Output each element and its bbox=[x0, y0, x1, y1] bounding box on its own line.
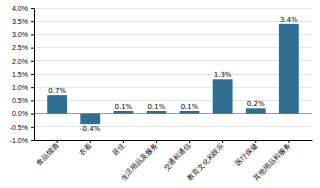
y-tick-mark bbox=[31, 100, 34, 101]
y-tick-mark bbox=[31, 8, 34, 9]
y-tick-mark bbox=[31, 21, 34, 22]
y-tick-label: 0.5% bbox=[12, 97, 28, 104]
y-tick: 3.0% bbox=[12, 31, 34, 38]
y-tick-label: 2.0% bbox=[12, 58, 28, 65]
grid bbox=[34, 8, 312, 140]
x-tick-mark bbox=[90, 140, 91, 143]
data-label: 3.4% bbox=[280, 16, 298, 24]
x-tick-label: 其他用品和服务 bbox=[252, 142, 292, 182]
x-tick: 居住 bbox=[111, 140, 126, 157]
y-tick-mark bbox=[31, 127, 34, 128]
data-label: -0.4% bbox=[80, 125, 101, 133]
bar bbox=[180, 111, 200, 114]
bar bbox=[246, 108, 266, 113]
data-label: 0.7% bbox=[48, 87, 66, 95]
bar bbox=[47, 95, 67, 113]
data-label: 0.1% bbox=[114, 103, 132, 111]
y-tick: 0.5% bbox=[12, 97, 34, 104]
y-tick-label: -0.5% bbox=[10, 124, 28, 131]
y-tick: 2.0% bbox=[12, 58, 34, 65]
data-labels: 0.7% -0.4% 0.1% 0.1% 0.1% 1.3% 0.2% 3.4% bbox=[48, 16, 298, 134]
y-tick-mark bbox=[31, 61, 34, 62]
y-tick: 2.5% bbox=[12, 44, 34, 51]
x-tick-label: 医疗保健 bbox=[233, 142, 258, 167]
grid-line bbox=[34, 74, 312, 75]
grid-line bbox=[34, 87, 312, 88]
y-tick: -0.5% bbox=[10, 124, 34, 131]
y-tick-label: -1.0% bbox=[10, 137, 28, 144]
y-tick-mark bbox=[31, 140, 34, 141]
y-tick-label: 4.0% bbox=[12, 5, 28, 12]
x-tick-mark bbox=[189, 140, 190, 143]
x-tick-label: 衣着 bbox=[78, 142, 93, 157]
grid-line bbox=[34, 113, 312, 114]
data-label: 0.1% bbox=[148, 103, 166, 111]
bar bbox=[80, 114, 100, 125]
grid-line bbox=[34, 100, 312, 101]
x-tick-label: 教育文化和娱乐 bbox=[185, 141, 226, 182]
x-tick: 交通和通信 bbox=[162, 140, 192, 172]
x-tick: 教育文化和娱乐 bbox=[185, 140, 226, 182]
x-tick-mark bbox=[255, 140, 256, 143]
y-tick: 1.0% bbox=[12, 84, 34, 91]
grid-line bbox=[34, 60, 312, 61]
x-tick: 生活用品及服务 bbox=[119, 140, 159, 181]
y-tick: 3.5% bbox=[12, 18, 34, 25]
x-tick-mark bbox=[57, 140, 58, 143]
x-tick-label: 居住 bbox=[111, 142, 126, 157]
grid-line bbox=[34, 126, 312, 127]
y-tick: 0.0% bbox=[12, 110, 34, 117]
x-tick-mark bbox=[288, 140, 289, 143]
data-label: 0.1% bbox=[181, 103, 199, 111]
grid-line bbox=[34, 21, 312, 22]
bar bbox=[147, 111, 167, 114]
data-label: 0.2% bbox=[247, 100, 265, 108]
data-label: 1.3% bbox=[214, 71, 232, 79]
grid-line bbox=[34, 34, 312, 35]
x-tick-mark bbox=[222, 140, 223, 143]
x-tick: 其他用品和服务 bbox=[252, 140, 292, 182]
y-tick-label: 3.5% bbox=[12, 18, 28, 25]
bar bbox=[213, 79, 233, 113]
y-tick-mark bbox=[31, 74, 34, 75]
y-tick-mark bbox=[31, 87, 34, 88]
y-tick: 1.5% bbox=[12, 71, 34, 78]
grid-line bbox=[34, 8, 312, 9]
y-tick: -1.0% bbox=[10, 137, 34, 144]
y-tick-label: 3.0% bbox=[12, 31, 28, 38]
x-axis-line bbox=[35, 140, 313, 141]
bars bbox=[47, 24, 299, 124]
y-tick-mark bbox=[31, 114, 34, 115]
y-tick-label: 2.5% bbox=[12, 44, 28, 51]
x-tick-mark bbox=[156, 140, 157, 143]
bar bbox=[279, 24, 299, 114]
x-axis: 食品烟酒 衣着 居住生活用品及服务交通和通信教育文化和娱乐医疗保健其他用品和服务 bbox=[35, 140, 313, 182]
y-tick: 4.0% bbox=[12, 5, 34, 12]
x-tick: 衣着 bbox=[78, 140, 93, 157]
y-axis-line bbox=[34, 9, 35, 141]
y-tick-mark bbox=[31, 34, 34, 35]
grid-line bbox=[34, 140, 312, 141]
y-tick-label: 1.0% bbox=[12, 84, 28, 91]
x-tick-label: 食品烟酒 bbox=[35, 142, 60, 167]
y-tick-mark bbox=[31, 48, 34, 49]
y-tick-label: 0.0% bbox=[12, 110, 28, 117]
chart: -1.0% -0.5% 0.0% 0.5% 1.0% 1.5% 2.0% 2.5% 3.0% 3.… bbox=[0, 0, 320, 188]
x-tick: 医疗保健 bbox=[233, 140, 258, 166]
grid-line bbox=[34, 47, 312, 48]
y-tick-label: 1.5% bbox=[12, 71, 28, 78]
x-tick-mark bbox=[123, 140, 124, 143]
bar bbox=[113, 111, 133, 114]
y-axis: -1.0% -0.5% 0.0% 0.5% 1.0% 1.5% 2.0% 2.5% 3.0% 3.… bbox=[10, 5, 35, 144]
x-tick-label: 交通和通信 bbox=[162, 142, 192, 172]
x-tick: 食品烟酒 bbox=[35, 140, 60, 166]
x-tick-label: 生活用品及服务 bbox=[119, 142, 159, 182]
